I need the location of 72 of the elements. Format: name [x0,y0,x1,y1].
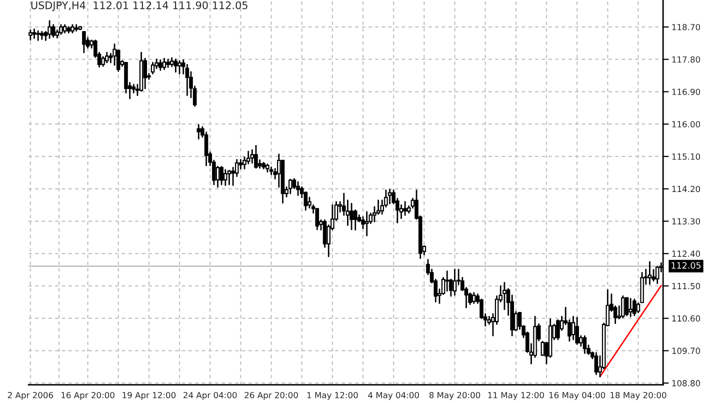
y-tick-label: 116.00 [672,121,700,128]
candlestick [101,56,105,67]
candlestick [254,144,258,169]
y-tick-label: 108.80 [672,380,700,386]
candlestick [32,28,36,39]
candlestick [624,297,629,316]
candlestick [216,166,220,188]
x-tick-label: 16 May 04:00 [549,392,606,400]
candlestick [150,62,155,74]
candlestick [227,170,232,186]
x-tick-label: 16 Apr 20:00 [62,392,114,400]
candlestick [143,58,148,90]
x-tick-label: 2 Apr 2006 [8,392,54,400]
y-tick-label: 109.70 [672,348,700,354]
candlestick [196,124,201,140]
x-tick-label: 4 May 04:00 [368,392,419,400]
candlestick [502,282,506,310]
candlestick [582,335,587,354]
candlestick [575,316,579,345]
candlestick [231,166,235,186]
candlestick [28,30,32,41]
candlestick [628,298,632,318]
y-tick-label: 113.30 [672,218,700,224]
candlestick [540,341,545,356]
candlestick [288,178,292,194]
candlestick [296,181,300,196]
candlestick [388,188,392,204]
x-tick-label: 8 May 20:00 [429,392,480,400]
candlestick [59,24,63,35]
candlestick [632,298,636,316]
candlestick [220,166,224,186]
candlestick [556,319,560,340]
y-tick-label: 114.20 [672,186,700,192]
y-tick-label: 111.50 [672,282,700,290]
candlestick [403,201,407,216]
candlestick [174,58,178,73]
candlestick [36,30,40,41]
y-tick-label: 116.90 [672,88,700,96]
candlestick [315,208,320,230]
candlestick [162,58,166,70]
candlestick [594,352,598,376]
x-tick-label: 1 May 12:00 [307,392,358,400]
candlestick [364,211,369,236]
candlestick [223,169,228,186]
chart-title: USDJPY,H4 112.01 112.14 111.90 112.05 [31,1,248,12]
y-tick-label: 117.80 [672,56,700,63]
x-tick-label: 26 Apr 20:00 [244,392,298,400]
x-tick-label: 24 Apr 04:00 [184,392,237,400]
candlestick [82,30,86,54]
candlestick [51,24,56,38]
candlestick [350,202,354,230]
candlestick [178,60,182,74]
candlestick [74,24,78,32]
candlestick [445,270,449,292]
candlestick [472,292,476,304]
y-tick-label: 118.70 [672,24,700,30]
candlestick [250,149,254,164]
ref-line-label: 112.05 [672,262,701,269]
x-tick-label: 19 Apr 12:00 [122,392,176,400]
candlestick [648,261,652,285]
x-tick-label: 11 May 12:00 [488,392,544,400]
y-tick-label: 115.10 [672,153,700,160]
candlestick [353,209,358,231]
y-tick-label: 112.40 [672,250,700,257]
candlestick [104,52,109,64]
candlestick [452,268,457,296]
x-tick-label: 18 May 20:00 [610,392,666,400]
candlestick [655,266,660,284]
candlestick [158,59,162,71]
candlestick [48,20,52,39]
y-tick-label: 110.60 [672,315,700,322]
candlestick [621,295,625,318]
